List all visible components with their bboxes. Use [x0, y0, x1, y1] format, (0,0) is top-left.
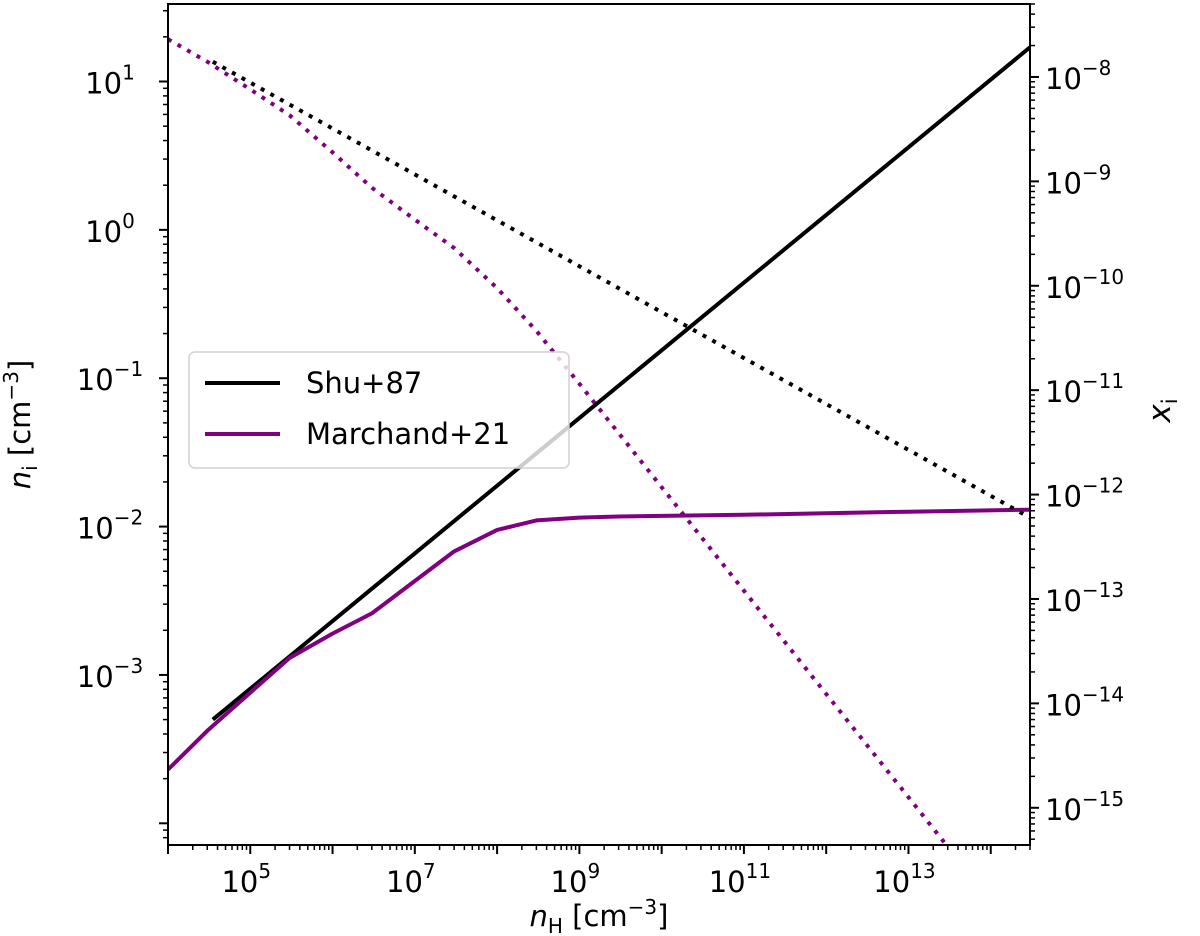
- x-axis-label-symbol: n: [530, 899, 548, 933]
- x-tick-label: 107: [386, 859, 436, 899]
- y-tick-label-exponent: 0: [122, 209, 135, 233]
- y-axis-label-unit-exponent: −3: [0, 371, 23, 400]
- x-axis-label-unit-close: ]: [657, 899, 668, 933]
- x-tick-label: 1013: [873, 859, 935, 899]
- x-axis-label-unit-exponent: −3: [628, 895, 657, 919]
- y-tick-label: 100: [85, 209, 135, 249]
- y2-tick-label-base: 10: [1045, 62, 1082, 96]
- y2-tick-label-base: 10: [1045, 166, 1082, 200]
- x-tick-label: 1011: [709, 859, 771, 899]
- y-tick-label-exponent: −2: [114, 506, 143, 530]
- y2-axis-label-subscript: i: [1158, 398, 1182, 404]
- y2-tick-label: 10−10: [1045, 265, 1124, 305]
- y2-tick-label: 10−13: [1045, 578, 1124, 618]
- y2-axis-label-symbol: x: [1142, 404, 1178, 424]
- y2-axis-label: xi: [1142, 398, 1182, 423]
- y-tick-label: 10−3: [77, 654, 143, 694]
- y-axis-label-subscript: i: [18, 465, 42, 471]
- legend-label-marchand21: Marchand+21: [306, 417, 510, 451]
- series-shu87-xi-dotted-line: [211, 59, 1030, 520]
- y2-tick-label-exponent: −9: [1082, 160, 1111, 184]
- y-tick-label: 10−1: [77, 357, 143, 397]
- x-axis-label: nH [cm−3]: [530, 895, 669, 936]
- x-tick-label-exponent: 5: [258, 859, 271, 883]
- y-tick-label-base: 10: [77, 512, 114, 546]
- legend: Shu+87 Marchand+21: [188, 351, 570, 469]
- y-tick-label-base: 10: [77, 363, 114, 397]
- y2-tick-label-exponent: −8: [1082, 56, 1111, 80]
- y2-tick-label-exponent: −12: [1082, 474, 1124, 498]
- x-tick-label-base: 10: [551, 865, 588, 899]
- y2-tick-label-exponent: −11: [1082, 369, 1124, 393]
- series-marchand21-ni-solid-line: [168, 507, 1030, 772]
- x-axis-label-subscript: H: [548, 914, 563, 936]
- plot-frame: [167, 3, 1031, 846]
- y-axis-label-symbol: n: [3, 471, 37, 489]
- y-axis-label-unit: [cm: [3, 401, 37, 466]
- y-tick-label: 101: [85, 61, 135, 101]
- y2-tick-label: 10−15: [1045, 787, 1124, 827]
- y2-tick-label-base: 10: [1045, 793, 1082, 827]
- y2-tick-label: 10−11: [1045, 369, 1124, 409]
- y2-tick-label: 10−12: [1045, 474, 1124, 514]
- x-axis-ticks: 105 107 109 1011 1013: [167, 845, 1031, 899]
- y2-tick-label-base: 10: [1045, 375, 1082, 409]
- y-tick-label: 10−2: [77, 506, 143, 546]
- y2-tick-label-base: 10: [1045, 688, 1082, 722]
- x-axis-label-unit: [cm: [563, 899, 628, 933]
- x-tick-label: 105: [221, 859, 271, 899]
- x-tick-label-base: 10: [709, 865, 746, 899]
- y2-tick-label-exponent: −15: [1082, 787, 1124, 811]
- x-tick-label-exponent: 7: [423, 859, 436, 883]
- y2-tick-label-exponent: −14: [1082, 682, 1124, 706]
- y2-tick-label: 10−8: [1045, 56, 1111, 96]
- x-tick-label-exponent: 11: [746, 859, 771, 883]
- y-axis-label-unit-close: ]: [3, 360, 37, 371]
- y2-tick-label: 10−9: [1045, 160, 1111, 200]
- y2-tick-label-base: 10: [1045, 480, 1082, 514]
- y-tick-label-exponent: −1: [114, 357, 143, 381]
- x-tick-label-exponent: 9: [587, 859, 600, 883]
- y2-tick-label-exponent: −10: [1082, 265, 1124, 289]
- y2-tick-label-base: 10: [1045, 584, 1082, 618]
- x-tick-label-base: 10: [386, 865, 423, 899]
- y2-tick-label: 10−14: [1045, 682, 1124, 722]
- y-tick-label-base: 10: [85, 215, 122, 249]
- y-tick-label-base: 10: [85, 67, 122, 101]
- y-tick-label-exponent: −3: [114, 654, 143, 678]
- y-axis-label: ni [cm−3]: [0, 360, 42, 490]
- y2-tick-label-exponent: −13: [1082, 578, 1124, 602]
- x-tick-label: 109: [551, 859, 601, 899]
- y-tick-label-base: 10: [77, 660, 114, 694]
- x-tick-label-base: 10: [873, 865, 910, 899]
- x-tick-label-exponent: 13: [910, 859, 935, 883]
- legend-box: [188, 351, 570, 469]
- x-tick-label-base: 10: [221, 865, 258, 899]
- y2-tick-label-base: 10: [1045, 271, 1082, 305]
- series-layer: [168, 37, 1030, 845]
- y-tick-label-exponent: 1: [122, 61, 135, 85]
- series-marchand21-xi-dotted-line: [168, 37, 949, 845]
- series-shu87-ni-solid-line: [211, 45, 1030, 722]
- legend-label-shu87: Shu+87: [306, 366, 422, 400]
